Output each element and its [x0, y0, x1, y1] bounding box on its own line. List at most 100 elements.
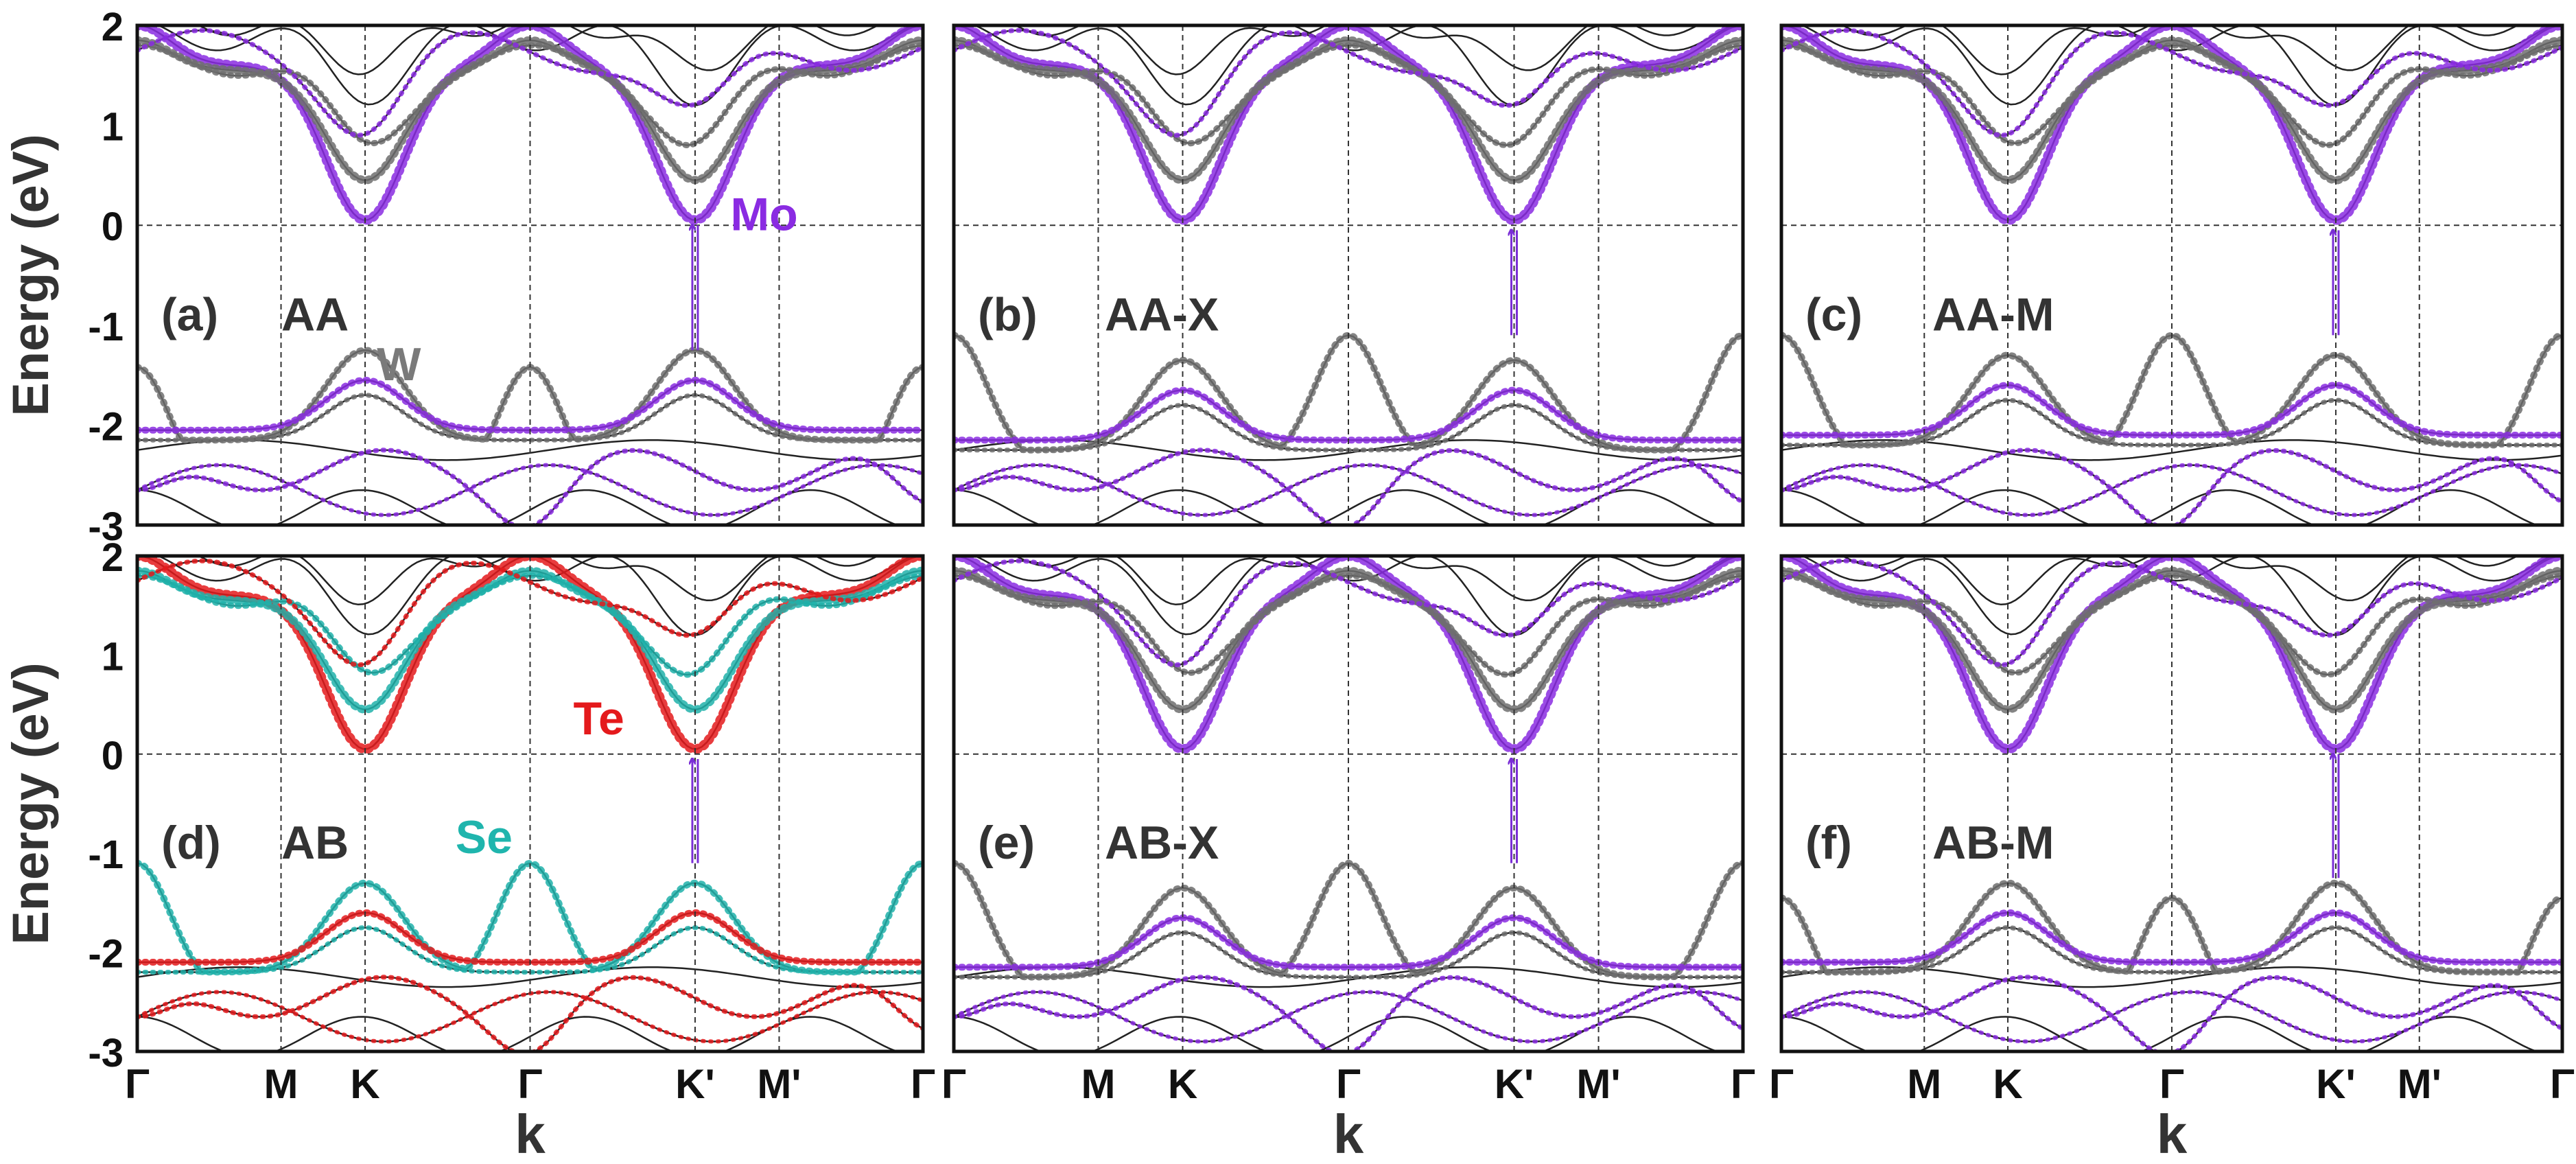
x-axis-label: k	[1333, 1104, 1364, 1164]
x-tick-label: M	[1081, 1061, 1115, 1107]
x-tick-label: M'	[2398, 1061, 2442, 1107]
x-tick-label: M	[1907, 1061, 1941, 1107]
x-tick-label: K	[350, 1061, 379, 1107]
axes-frame	[952, 23, 1745, 527]
structure-name: AA-M	[1932, 289, 2054, 341]
x-axis-label: k	[2157, 1104, 2188, 1164]
panel-label: (e)	[978, 817, 1035, 869]
band-weight	[954, 558, 1743, 668]
axes-frame	[952, 554, 1745, 1054]
band-weight	[1781, 925, 2562, 975]
structure-name: AB-X	[1105, 817, 1219, 869]
band-line	[137, 862, 923, 973]
band-weight	[137, 463, 923, 517]
band-weight	[954, 447, 1743, 525]
atom-label-te: Te	[573, 692, 624, 745]
band-weight	[1781, 447, 2562, 525]
band-weight	[1781, 397, 2562, 447]
atom-label-w: W	[377, 338, 421, 391]
y-tick-label: 1	[102, 634, 124, 679]
x-tick-label: Γ	[517, 1061, 542, 1107]
band-weight	[954, 27, 1743, 138]
band-weight	[954, 859, 1743, 981]
panel-label: (d)	[161, 817, 221, 869]
band-line	[156, 556, 915, 636]
y-axis-label: Energy (eV)	[2, 662, 59, 944]
x-tick-label: M'	[1576, 1061, 1620, 1107]
atom-label-se: Se	[456, 811, 513, 863]
band-weight	[137, 36, 923, 185]
y-tick-label: -1	[88, 833, 124, 877]
y-tick-label: 0	[102, 205, 124, 249]
band-weight	[1781, 331, 2562, 449]
y-tick-label: -2	[88, 932, 124, 977]
band-line	[1781, 334, 2562, 446]
x-axis-label: k	[515, 1104, 546, 1164]
band-weight	[1781, 27, 2562, 138]
band-weight	[1781, 990, 2562, 1044]
x-tick-label: M'	[757, 1061, 801, 1107]
band-weight	[137, 447, 923, 525]
y-tick-label: 2	[102, 5, 124, 49]
y-tick-label: -3	[88, 504, 124, 549]
structure-name: AA	[281, 289, 349, 341]
axes-frame	[135, 554, 925, 1054]
y-tick-label: -3	[88, 1031, 124, 1075]
panel-aa-x: (b) AA-X	[952, 23, 1745, 527]
panel-label: (c)	[1805, 289, 1862, 341]
x-tick-label: Γ	[911, 1061, 935, 1107]
x-tick-label: M	[264, 1061, 298, 1107]
band-weight	[137, 27, 923, 138]
structure-name: AA-X	[1105, 289, 1219, 341]
band-weight	[954, 914, 1743, 971]
y-tick-label: 0	[102, 734, 124, 778]
y-tick-label: 2	[102, 535, 124, 580]
x-tick-label: Γ	[1336, 1061, 1361, 1107]
panel-aa: (a) AA Mo W 2 1 0 -1 -2 -3 Energy (eV)	[2, 5, 925, 549]
x-tick-label: K'	[2316, 1061, 2356, 1107]
x-tick-label: K'	[1495, 1061, 1534, 1107]
band-weight	[1781, 975, 2562, 1051]
x-tick-label: Γ	[2159, 1061, 2184, 1107]
x-tick-label: K	[1168, 1061, 1197, 1107]
band-weight	[954, 566, 1743, 714]
axes-frame	[1779, 554, 2564, 1054]
band-line	[137, 39, 923, 181]
panel-ab-x: (e) AB-X Γ M K Γ K' M' Γk	[941, 554, 1755, 1164]
x-tick-label: K	[1993, 1061, 2022, 1107]
panel-ab-m: (f) AB-M Γ M K Γ K' M' Γk	[1769, 554, 2575, 1164]
y-tick-label: -2	[88, 404, 124, 449]
band-weight	[137, 975, 923, 1051]
band-line	[1800, 556, 2554, 636]
band-line	[156, 25, 915, 106]
y-tick-label: 1	[102, 105, 124, 150]
axes-frame	[1779, 23, 2564, 527]
panel-ab: (d) AB Te Se 2 1 0 -1 -2 -3 Energy (eV) Γ M K Γ K' M' Γk	[2, 535, 935, 1164]
band-weight	[1781, 463, 2562, 517]
band-weight	[137, 558, 923, 668]
x-tick-label: Γ	[1731, 1061, 1755, 1107]
structure-name: AB	[281, 817, 349, 869]
panel-label: (a)	[161, 289, 218, 341]
axes-frame	[135, 23, 925, 527]
x-tick-label: Γ	[941, 1061, 966, 1107]
band-weight	[954, 463, 1743, 517]
band-line	[972, 556, 1735, 636]
x-tick-label: Γ	[125, 1061, 150, 1107]
band-line	[1800, 25, 2554, 106]
structure-name: AB-M	[1932, 817, 2054, 869]
x-tick-label: Γ	[1769, 1061, 1794, 1107]
panel-label: (f)	[1805, 817, 1852, 869]
band-weight	[954, 975, 1743, 1051]
x-tick-label: K'	[675, 1061, 715, 1107]
x-tick-label: Γ	[2550, 1061, 2575, 1107]
atom-label-mo: Mo	[730, 188, 797, 240]
band-weight	[1781, 558, 2562, 668]
band-weight	[137, 859, 923, 976]
panel-label: (b)	[978, 289, 1038, 341]
band-line	[972, 25, 1735, 106]
y-tick-label: -1	[88, 305, 124, 349]
band-line	[954, 570, 1743, 710]
band-weight	[1781, 382, 2562, 439]
